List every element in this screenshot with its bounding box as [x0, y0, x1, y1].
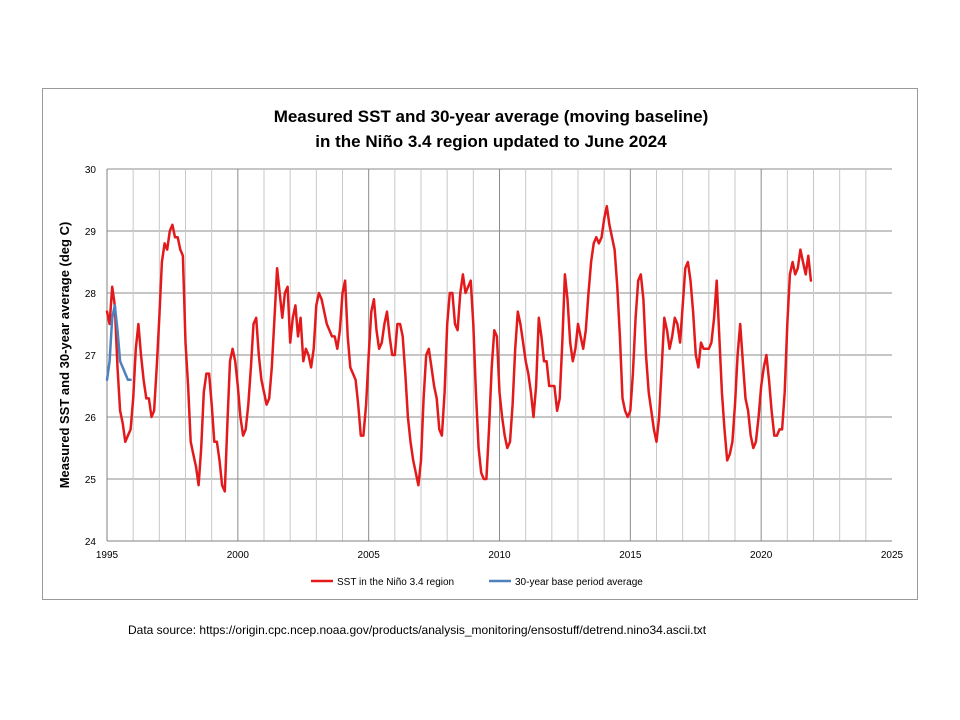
x-tick-label: 1995 — [96, 550, 119, 561]
x-tick-label: 2025 — [881, 550, 904, 561]
chart-svg: Measured SST and 30-year average (moving… — [57, 107, 904, 588]
y-tick-labels: 24 25 26 27 28 29 30 — [85, 165, 97, 548]
x-tick-label: 2015 — [619, 550, 642, 561]
source-label: Data source: — [128, 623, 197, 637]
y-tick-label: 26 — [85, 413, 97, 424]
chart-title-line: in the Niño 3.4 region updated to June 2… — [315, 132, 667, 151]
x-tick-label: 2000 — [227, 550, 250, 561]
series-lines — [105, 204, 813, 493]
legend-label-sst: SST in the Niño 3.4 region — [337, 577, 454, 588]
x-tick-label: 2010 — [488, 550, 511, 561]
source-note: Data source: https://origin.cpc.ncep.noa… — [128, 623, 706, 637]
x-tick-labels: 1995 2000 2005 2010 2015 2020 2025 — [96, 550, 904, 561]
chart-title-line: Measured SST and 30-year average (moving… — [274, 107, 709, 126]
x-tick-label: 2005 — [358, 550, 381, 561]
y-tick-label: 24 — [85, 537, 97, 548]
y-tick-label: 29 — [85, 227, 97, 238]
chart-frame: Measured SST and 30-year average (moving… — [42, 88, 918, 600]
y-tick-label: 25 — [85, 475, 97, 486]
legend-label-baseline: 30-year base period average — [515, 577, 643, 588]
y-tick-label: 30 — [85, 165, 97, 176]
y-tick-label: 28 — [85, 289, 97, 300]
chart-title: Measured SST and 30-year average (moving… — [274, 107, 709, 151]
baseline-series-line — [105, 304, 132, 382]
axes — [106, 169, 892, 542]
sst-series-line — [105, 204, 813, 493]
y-axis-label-group: Measured SST and 30-year average (deg C) — [57, 222, 72, 489]
y-tick-label: 27 — [85, 351, 97, 362]
source-url: https://origin.cpc.ncep.noaa.gov/product… — [199, 623, 707, 637]
y-axis-label: Measured SST and 30-year average (deg C) — [57, 222, 72, 489]
legend: SST in the Niño 3.4 region 30-year base p… — [311, 577, 643, 588]
x-tick-label: 2020 — [750, 550, 773, 561]
